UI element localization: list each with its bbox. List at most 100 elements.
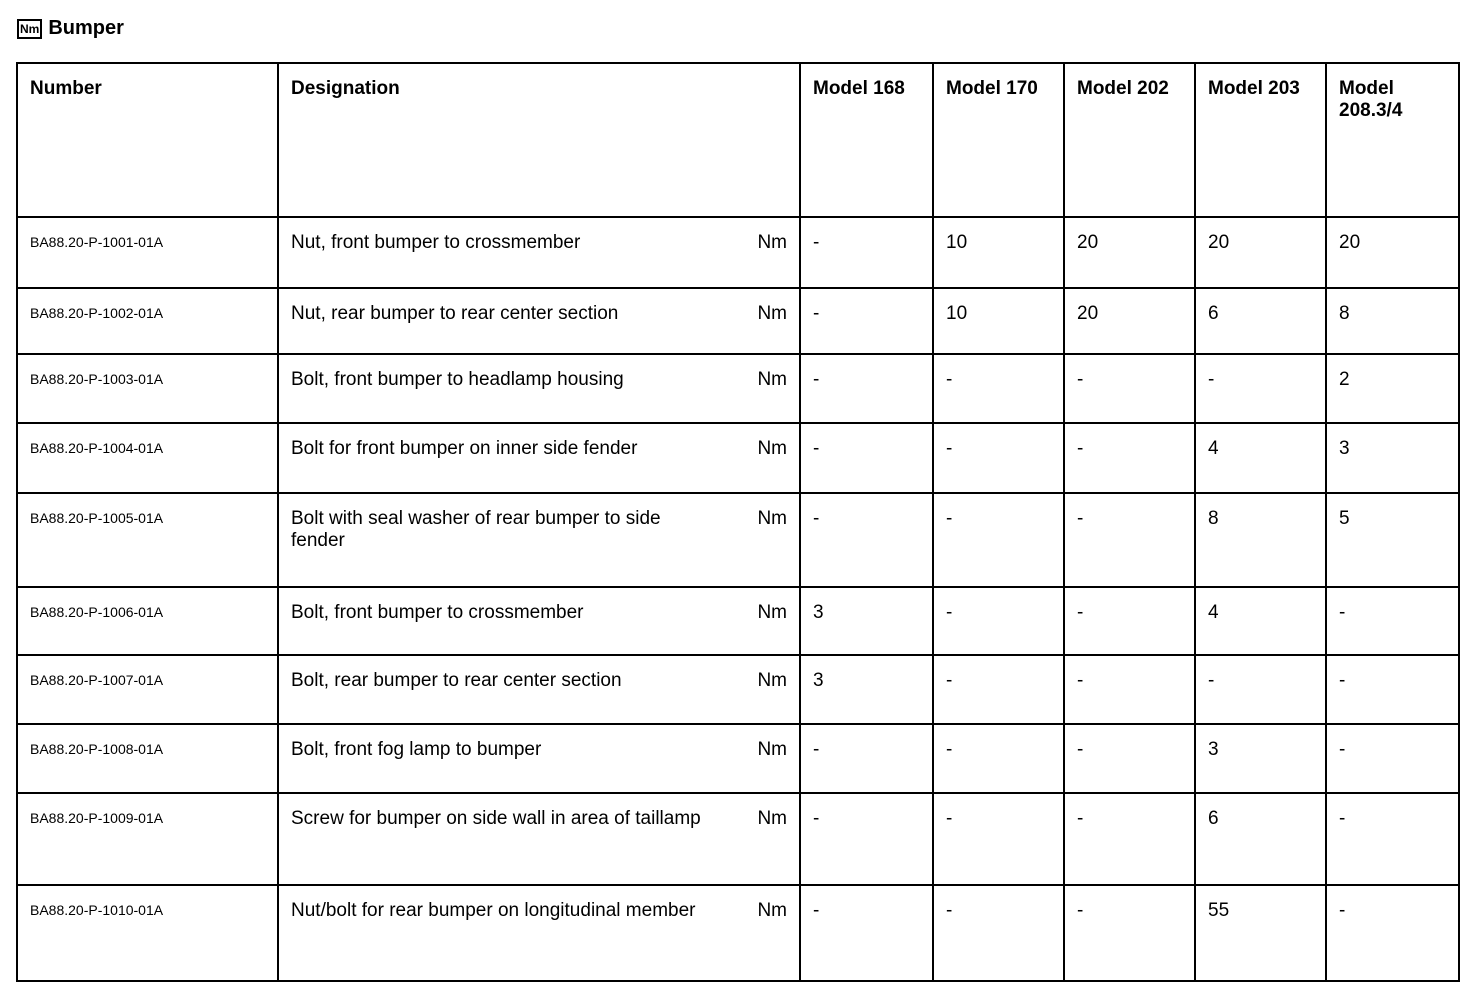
unit: Nm — [757, 438, 787, 459]
table-row: BA88.20-P-1006-01A Bolt, front bumper to … — [16, 586, 1460, 656]
part-number: BA88.20-P-1009-01A — [16, 792, 279, 886]
unit: Nm — [757, 900, 787, 921]
designation: Screw for bumper on side wall in area of… — [291, 808, 701, 829]
part-number: BA88.20-P-1008-01A — [16, 723, 279, 794]
unit: Nm — [757, 508, 787, 529]
torque-value: 5 — [1325, 492, 1460, 588]
torque-value: - — [1194, 654, 1327, 725]
torque-value: 10 — [932, 216, 1065, 289]
torque-value: 3 — [1194, 723, 1327, 794]
torque-value: - — [1325, 654, 1460, 725]
torque-value: 4 — [1194, 586, 1327, 656]
table-row: BA88.20-P-1009-01A Screw for bumper on si… — [16, 792, 1460, 886]
torque-value: - — [799, 792, 934, 886]
table-row: BA88.20-P-1008-01A Bolt, front fog lamp t… — [16, 723, 1460, 794]
table-row: BA88.20-P-1002-01A Nut, rear bumper to re… — [16, 287, 1460, 355]
torque-value: - — [1063, 586, 1196, 656]
column-header: Model 203 — [1194, 62, 1327, 218]
torque-value: 20 — [1325, 216, 1460, 289]
part-number: BA88.20-P-1002-01A — [16, 287, 279, 355]
torque-value: - — [1063, 353, 1196, 424]
torque-value: - — [932, 422, 1065, 494]
designation: Nut/bolt for rear bumper on longitudinal… — [291, 900, 696, 921]
torque-value: - — [1325, 723, 1460, 794]
designation-cell: Screw for bumper on side wall in area of… — [277, 792, 801, 886]
torque-value: - — [799, 492, 934, 588]
torque-value: 4 — [1194, 422, 1327, 494]
torque-value: 3 — [799, 654, 934, 725]
unit: Nm — [757, 303, 787, 324]
torque-value: - — [932, 792, 1065, 886]
unit: Nm — [757, 232, 787, 253]
table-row: BA88.20-P-1005-01A Bolt with seal washer … — [16, 492, 1460, 588]
torque-value: 6 — [1194, 792, 1327, 886]
designation-cell: Bolt with seal washer of rear bumper to … — [277, 492, 801, 588]
section-title-text: Bumper — [48, 17, 124, 39]
unit: Nm — [757, 602, 787, 623]
part-number: BA88.20-P-1001-01A — [16, 216, 279, 289]
column-header: Model 202 — [1063, 62, 1196, 218]
designation-cell: Bolt, front bumper to headlamp housing Nm — [277, 353, 801, 424]
torque-value: 6 — [1194, 287, 1327, 355]
designation-cell: Bolt for front bumper on inner side fend… — [277, 422, 801, 494]
designation: Bolt with seal washer of rear bumper to … — [291, 508, 661, 551]
designation: Nut, front bumper to crossmember — [291, 232, 581, 253]
torque-value: - — [1325, 884, 1460, 982]
part-number: BA88.20-P-1005-01A — [16, 492, 279, 588]
unit: Nm — [757, 670, 787, 691]
table-row: BA88.20-P-1004-01A Bolt for front bumper … — [16, 422, 1460, 494]
column-header: Number — [16, 62, 279, 218]
torque-value: - — [1063, 492, 1196, 588]
part-number: BA88.20-P-1006-01A — [16, 586, 279, 656]
designation: Bolt, front bumper to crossmember — [291, 602, 584, 623]
designation: Bolt, front bumper to headlamp housing — [291, 369, 624, 390]
torque-value: - — [799, 287, 934, 355]
torque-value: 20 — [1194, 216, 1327, 289]
torque-value: - — [1063, 792, 1196, 886]
torque-value: - — [1063, 723, 1196, 794]
column-header: Model 170 — [932, 62, 1065, 218]
torque-value: - — [932, 654, 1065, 725]
designation: Nut, rear bumper to rear center section — [291, 303, 619, 324]
designation: Bolt, rear bumper to rear center section — [291, 670, 622, 691]
section-title: Nm Bumper — [17, 17, 124, 40]
column-header: Model 208.3/4 — [1325, 62, 1460, 218]
designation: Bolt for front bumper on inner side fend… — [291, 438, 638, 459]
unit: Nm — [757, 808, 787, 829]
designation: Bolt, front fog lamp to bumper — [291, 739, 542, 760]
torque-value: - — [932, 586, 1065, 656]
torque-value: 8 — [1325, 287, 1460, 355]
torque-value: - — [799, 216, 934, 289]
column-header: Designation — [277, 62, 801, 218]
torque-value: - — [799, 884, 934, 982]
torque-value: - — [1325, 586, 1460, 656]
table-header-row: Number Designation Model 168 Model 170 Model… — [16, 62, 1460, 218]
torque-value: - — [932, 353, 1065, 424]
torque-value: - — [1194, 353, 1327, 424]
designation-cell: Nut, front bumper to crossmember Nm — [277, 216, 801, 289]
torque-value: - — [1063, 884, 1196, 982]
unit: Nm — [757, 369, 787, 390]
designation-cell: Bolt, front fog lamp to bumper Nm — [277, 723, 801, 794]
table-row: BA88.20-P-1010-01A Nut/bolt for rear bump… — [16, 884, 1460, 982]
part-number: BA88.20-P-1003-01A — [16, 353, 279, 424]
torque-value: 3 — [799, 586, 934, 656]
torque-value: 10 — [932, 287, 1065, 355]
designation-cell: Nut/bolt for rear bumper on longitudinal… — [277, 884, 801, 982]
torque-table: Number Designation Model 168 Model 170 Model… — [16, 62, 1460, 982]
part-number: BA88.20-P-1010-01A — [16, 884, 279, 982]
torque-value: 3 — [1325, 422, 1460, 494]
torque-value: - — [799, 353, 934, 424]
torque-value: 20 — [1063, 287, 1196, 355]
torque-value: - — [1325, 792, 1460, 886]
part-number: BA88.20-P-1004-01A — [16, 422, 279, 494]
designation-cell: Nut, rear bumper to rear center section N… — [277, 287, 801, 355]
part-number: BA88.20-P-1007-01A — [16, 654, 279, 725]
table-row: BA88.20-P-1007-01A Bolt, rear bumper to r… — [16, 654, 1460, 725]
torque-value: 20 — [1063, 216, 1196, 289]
torque-value: - — [932, 723, 1065, 794]
column-header: Model 168 — [799, 62, 934, 218]
torque-value: - — [932, 884, 1065, 982]
table-row: BA88.20-P-1003-01A Bolt, front bumper to … — [16, 353, 1460, 424]
table-row: BA88.20-P-1001-01A Nut, front bumper to c… — [16, 216, 1460, 289]
